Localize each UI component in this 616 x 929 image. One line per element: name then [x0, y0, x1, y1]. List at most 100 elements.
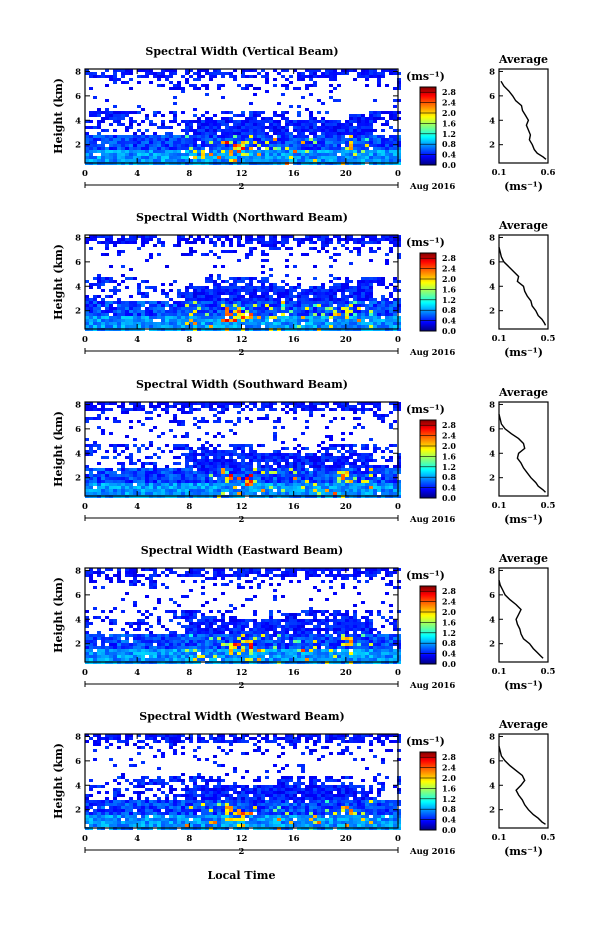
heatmap-cell	[209, 78, 213, 81]
heatmap-cell	[357, 238, 361, 241]
heatmap-cell	[89, 87, 93, 90]
heatmap-cell	[353, 132, 357, 135]
heatmap-cell	[197, 646, 201, 649]
heatmap-cell	[389, 474, 393, 477]
heatmap-cell	[273, 408, 277, 411]
heatmap-cell	[393, 105, 397, 108]
heatmap-cell	[325, 295, 329, 298]
heatmap-cell	[157, 637, 161, 640]
heatmap-cell	[193, 462, 197, 465]
heatmap-cell	[257, 456, 261, 459]
heatmap-cell	[329, 316, 333, 319]
heatmap-cell	[153, 652, 157, 655]
colorbar-tick-label: 0.4	[442, 316, 456, 326]
heatmap-cell	[161, 655, 165, 658]
heatmap-cell	[249, 322, 253, 325]
heatmap-cell	[285, 132, 289, 135]
heatmap-cell	[265, 244, 269, 247]
heatmap-cell	[289, 292, 293, 295]
heatmap-cell	[85, 150, 89, 153]
heatmap-cell	[193, 568, 197, 571]
heatmap-cell	[193, 637, 197, 640]
heatmap-cell	[137, 405, 141, 408]
heatmap-cell	[109, 265, 113, 268]
heatmap-cell	[361, 492, 365, 495]
heatmap-cell	[361, 138, 365, 141]
heatmap-cell	[173, 474, 177, 477]
heatmap-cell	[149, 156, 153, 159]
heatmap-cell	[349, 319, 353, 322]
heatmap-cell	[233, 480, 237, 483]
heatmap-cell	[353, 471, 357, 474]
heatmap-cell	[361, 456, 365, 459]
heatmap-cell	[277, 123, 281, 126]
heatmap-cell	[101, 646, 105, 649]
heatmap-cell	[381, 471, 385, 474]
heatmap-cell	[353, 474, 357, 477]
heatmap-cell	[105, 84, 109, 87]
heatmap-cell	[173, 456, 177, 459]
heatmap-cell	[113, 150, 117, 153]
heatmap-cells	[85, 402, 401, 498]
heatmap-cell	[117, 649, 121, 652]
heatmap-cell	[361, 462, 365, 465]
heatmap-cell	[285, 153, 289, 156]
heatmap-cell	[237, 138, 241, 141]
heatmap-cell	[249, 310, 253, 313]
heatmap-cell	[137, 138, 141, 141]
heatmap-cell	[361, 144, 365, 147]
heatmap-cell	[189, 640, 193, 643]
heatmap-cell	[125, 592, 129, 595]
heatmap-cell	[117, 580, 121, 583]
heatmap-cell	[141, 465, 145, 468]
heatmap-cell	[321, 474, 325, 477]
heatmap-cell	[293, 289, 297, 292]
heatmap-cell	[97, 123, 101, 126]
heatmap-cell	[337, 238, 341, 241]
heatmap-cell	[181, 655, 185, 658]
heatmap-cell	[153, 144, 157, 147]
heatmap-cell	[233, 292, 237, 295]
heatmap-cell	[241, 468, 245, 471]
heatmap-cell	[273, 310, 277, 313]
heatmap-cell	[317, 474, 321, 477]
heatmap-cell	[345, 316, 349, 319]
heatmap-cell	[189, 489, 193, 492]
heatmap-cell	[253, 132, 257, 135]
heatmap-cell	[113, 483, 117, 486]
heatmap-cell	[217, 72, 221, 75]
heatmap-cell	[285, 480, 289, 483]
heatmap-cell	[277, 325, 281, 328]
heatmap-cell	[97, 295, 101, 298]
heatmap-cell	[133, 471, 137, 474]
heatmap-cell	[157, 75, 161, 78]
heatmap-cell	[213, 489, 217, 492]
heatmap-cell	[157, 153, 161, 156]
heatmap-cell	[369, 120, 373, 123]
heatmap-cell	[193, 634, 197, 637]
heatmap-cell	[237, 244, 241, 247]
heatmap-cell	[225, 120, 229, 123]
heatmap-cell	[277, 486, 281, 489]
heatmap-cell	[345, 123, 349, 126]
heatmap-cell	[161, 292, 165, 295]
heatmap-cell	[165, 646, 169, 649]
heatmap-cell	[93, 235, 97, 238]
heatmap-cell	[109, 153, 113, 156]
heatmap-cell	[229, 135, 233, 138]
heatmap-cell	[169, 637, 173, 640]
heatmap-cell	[109, 637, 113, 640]
colorbar	[419, 86, 437, 166]
heatmap-cell	[397, 84, 401, 87]
heatmap-cell	[185, 595, 189, 598]
heatmap-cell	[189, 69, 193, 72]
heatmap-cell	[349, 447, 353, 450]
heatmap-cell	[205, 117, 209, 120]
heatmap-cell	[197, 289, 201, 292]
heatmap-cell	[105, 280, 109, 283]
heatmap-cell	[373, 138, 377, 141]
heatmap-cell	[337, 147, 341, 150]
heatmap-cell	[301, 129, 305, 132]
heatmap-cell	[365, 72, 369, 75]
heatmap-cell	[257, 114, 261, 117]
